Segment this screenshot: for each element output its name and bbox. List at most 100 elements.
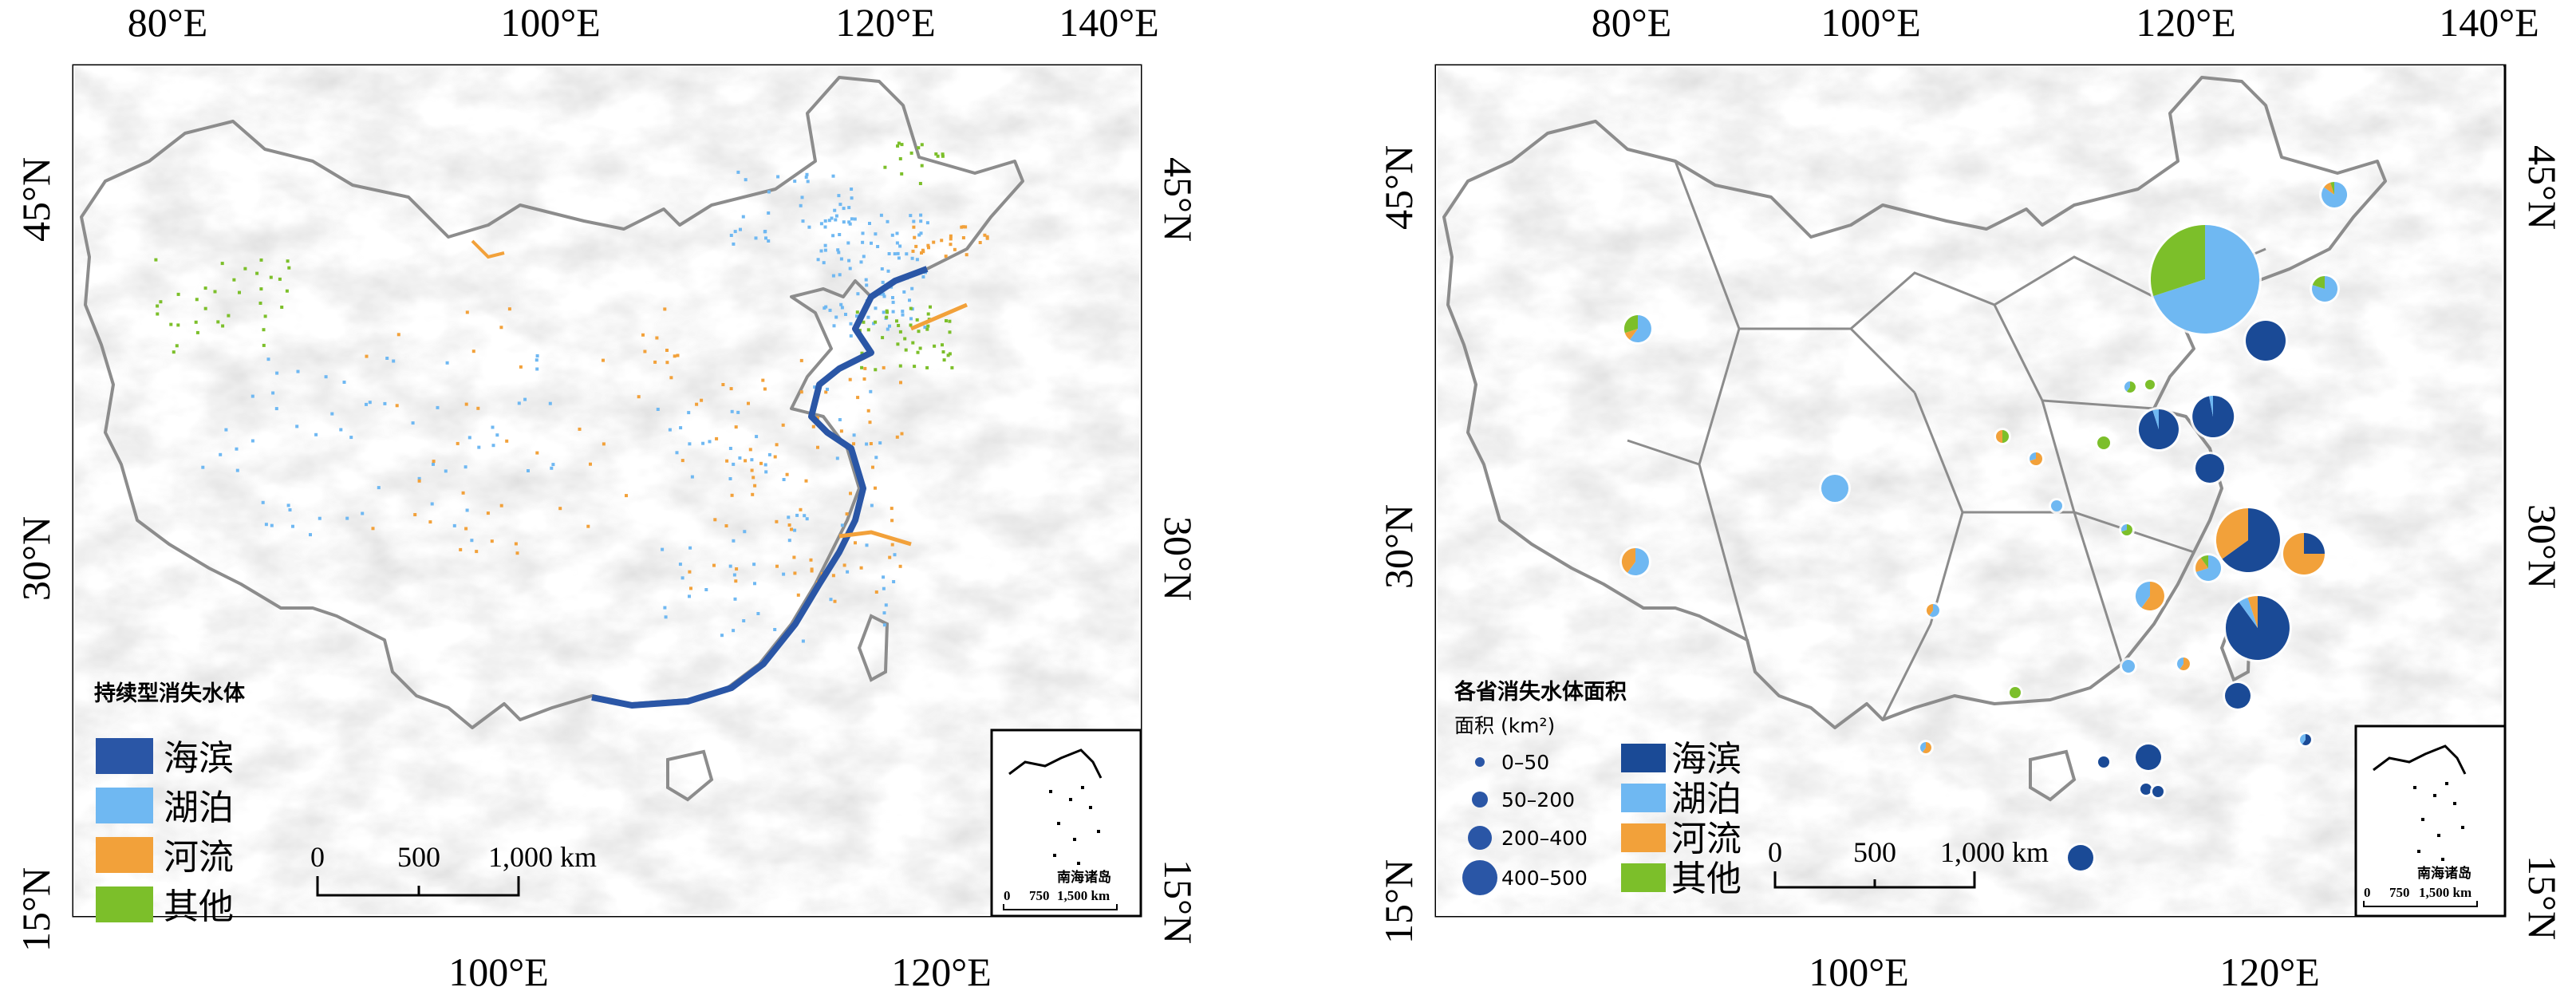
lat-ticks-left: 45°N 30°N 15°N [14, 157, 58, 952]
lat-ticks-left: 45°N 30°N 15°N [1376, 145, 1421, 944]
size-legend-circle [1462, 860, 1497, 895]
water-point [232, 278, 236, 282]
water-point [734, 579, 738, 583]
province-pie [2175, 655, 2192, 673]
water-point [793, 571, 797, 575]
water-point [687, 411, 691, 415]
water-point [713, 518, 717, 522]
water-point [194, 320, 198, 324]
legend-swatch [1621, 863, 1666, 892]
pie-slice [2304, 533, 2325, 554]
lon-tick-label: 120°E [891, 950, 992, 994]
water-point [767, 190, 771, 194]
water-point [853, 217, 857, 221]
water-point [250, 439, 254, 443]
legend-label: 其他 [164, 886, 234, 927]
pie-slice [2152, 409, 2159, 429]
pie-slice [1922, 742, 1931, 753]
water-point [908, 298, 911, 302]
relief-group [73, 65, 1141, 916]
water-point [266, 357, 270, 361]
water-point [665, 361, 669, 365]
water-point [550, 466, 554, 470]
water-point [880, 267, 884, 270]
water-point [961, 236, 965, 239]
water-point [840, 306, 844, 310]
water-point [874, 590, 878, 594]
water-point [842, 207, 846, 211]
water-point [371, 527, 375, 531]
legend-item-lake: 湖泊 [96, 788, 234, 828]
water-point [258, 302, 262, 305]
water-point [767, 239, 771, 243]
pie-slice [2246, 321, 2286, 361]
water-point [946, 353, 950, 357]
water-point [708, 440, 712, 444]
water-point [261, 500, 265, 504]
water-point [859, 566, 863, 570]
water-point [767, 211, 771, 215]
lon-tick-label: 80°E [128, 0, 208, 45]
legend-item-other: 其他 [96, 886, 234, 927]
water-point [940, 239, 944, 243]
water-point [728, 447, 732, 450]
inset-island [2413, 786, 2416, 789]
province-pie [2119, 522, 2135, 538]
province-pie [2310, 274, 2340, 304]
water-point [263, 314, 267, 318]
water-point [519, 365, 523, 369]
water-point [861, 240, 865, 244]
water-point [235, 468, 239, 472]
pie-slice [2124, 381, 2130, 392]
water-point [810, 567, 814, 571]
water-point [855, 314, 858, 318]
water-point [881, 280, 885, 284]
pie-slice [2122, 660, 2135, 673]
water-point [860, 365, 864, 369]
water-point [870, 241, 873, 245]
pie-slice [2302, 734, 2311, 745]
water-point [287, 266, 291, 270]
water-point [833, 599, 837, 603]
water-point [941, 152, 945, 156]
water-point [834, 218, 838, 222]
water-point [721, 383, 725, 386]
legend-item-coastal: 海滨 [1621, 739, 1742, 780]
water-point [417, 479, 421, 483]
water-point [732, 573, 736, 577]
inset-scale-label: 1,500 km [2419, 885, 2471, 900]
water-point [909, 306, 913, 310]
lon-tick-label: 80°E [1592, 0, 1672, 45]
pie-slice [2097, 436, 2110, 449]
water-point [224, 428, 228, 432]
water-point [863, 366, 867, 370]
water-point [744, 178, 748, 182]
water-point [942, 358, 946, 362]
water-point [680, 459, 684, 463]
pie-slice [1929, 604, 1939, 617]
size-legend-circle [1468, 826, 1492, 850]
water-point [884, 603, 888, 607]
water-point [917, 233, 921, 237]
water-point [846, 570, 850, 574]
water-point [735, 567, 739, 571]
water-point [688, 570, 692, 574]
water-point [917, 146, 921, 150]
lat-ticks-right: 45°N 30°N 15°N [2520, 145, 2565, 940]
water-point [831, 574, 835, 578]
water-point [911, 341, 915, 345]
water-point [491, 425, 495, 429]
water-point [275, 371, 279, 375]
water-point [881, 336, 885, 340]
inset-scale-line [2363, 901, 2478, 907]
water-point [756, 612, 760, 615]
pie-slice [2121, 524, 2132, 535]
water-point [548, 401, 552, 405]
water-point [743, 530, 747, 534]
province-pie [2133, 579, 2167, 613]
water-point [823, 219, 827, 223]
water-point [950, 365, 954, 369]
water-point [811, 424, 815, 428]
water-point [296, 369, 300, 373]
water-point [838, 273, 842, 277]
